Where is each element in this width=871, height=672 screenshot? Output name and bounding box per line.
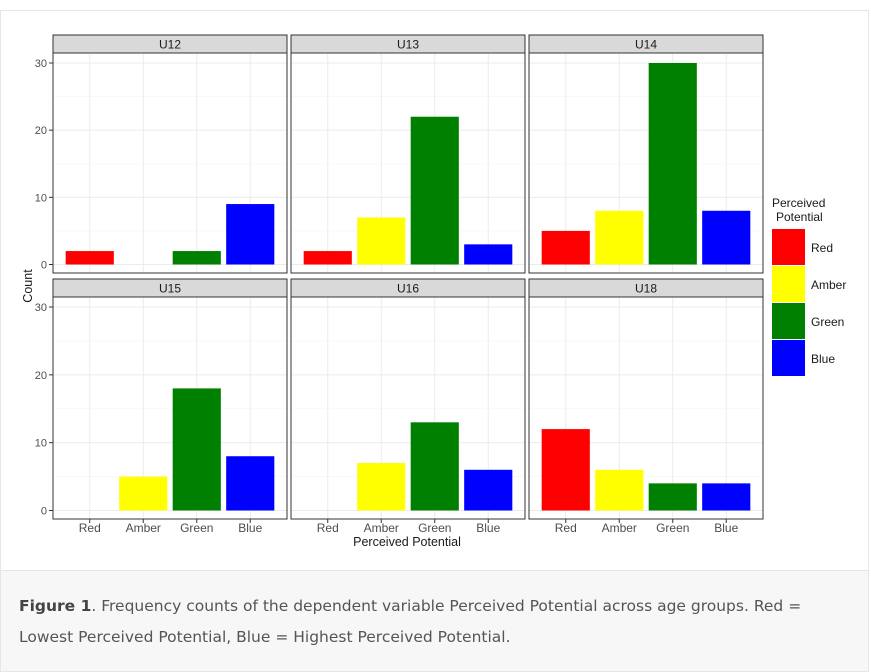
x-tick-label: Blue <box>476 521 500 535</box>
x-tick-label: Green <box>180 521 213 535</box>
legend-label-blue: Blue <box>811 352 835 366</box>
y-tick-label: 30 <box>35 302 47 314</box>
strip-U12 <box>52 34 288 54</box>
strip-label: U16 <box>397 282 419 296</box>
panel-U13 <box>290 52 526 274</box>
legend-label-green: Green <box>811 315 844 329</box>
strip-label: U12 <box>159 38 181 52</box>
bar-U15-green <box>172 388 221 511</box>
legend-swatch-green <box>772 303 805 339</box>
figure-caption: Figure 1. Frequency counts of the depend… <box>0 570 869 672</box>
caption-text: Figure 1. Frequency counts of the depend… <box>19 591 849 653</box>
y-tick-label: 10 <box>35 438 47 450</box>
strip-U15 <box>52 278 288 298</box>
y-tick-label: 20 <box>35 125 47 137</box>
bar-U13-green <box>410 116 459 265</box>
bar-U18-blue <box>702 483 751 511</box>
bar-U16-amber <box>357 463 406 511</box>
x-tick-label: Amber <box>602 521 637 535</box>
y-tick-label: 10 <box>35 192 47 204</box>
bar-U14-red <box>541 230 590 265</box>
x-tick-label: Green <box>418 521 451 535</box>
strip-U18 <box>528 278 764 298</box>
bar-U18-amber <box>595 469 644 511</box>
legend-swatch-amber <box>772 266 805 302</box>
faceted-bar-chart: U12 0 10 20 30 U13 U14 U15 0 10 20 30 Red Amber Green B… <box>21 34 846 549</box>
strip-label: U14 <box>635 38 657 52</box>
bar-U13-blue <box>464 244 513 265</box>
y-tick-label: 0 <box>41 506 47 518</box>
bar-U14-green <box>648 63 697 265</box>
y-axis-title: Count <box>21 269 35 303</box>
x-tick-label: Blue <box>714 521 738 535</box>
strip-U16 <box>290 278 526 298</box>
bar-U15-blue <box>226 456 275 511</box>
legend-swatch-red <box>772 229 805 265</box>
x-tick-label: Amber <box>364 521 399 535</box>
x-tick-label: Green <box>656 521 689 535</box>
bar-U14-amber <box>595 210 644 265</box>
caption-body: . Frequency counts of the dependent vari… <box>19 597 802 646</box>
bar-U16-green <box>410 422 459 511</box>
x-axis-title: Perceived Potential <box>353 535 461 549</box>
legend-label-red: Red <box>811 241 833 255</box>
bar-U14-blue <box>702 210 751 265</box>
legend-title: Potential <box>776 210 823 224</box>
x-tick-label: Amber <box>126 521 161 535</box>
strip-U13 <box>290 34 526 54</box>
bar-U12-red <box>65 251 114 265</box>
strip-label: U15 <box>159 282 181 296</box>
bar-U13-red <box>303 251 352 265</box>
x-tick-label: Red <box>79 521 101 535</box>
legend-label-amber: Amber <box>811 278 846 292</box>
caption-label: Figure 1 <box>19 597 92 615</box>
x-tick-label: Blue <box>238 521 262 535</box>
strip-label: U18 <box>635 282 657 296</box>
strip-U14 <box>528 34 764 54</box>
y-tick-label: 20 <box>35 370 47 382</box>
bar-U15-amber <box>119 476 168 511</box>
bar-U16-blue <box>464 469 513 511</box>
bar-U18-red <box>541 429 590 511</box>
figure-container: U12 0 10 20 30 U13 U14 U15 0 10 20 30 Red Amber Green B… <box>0 10 869 570</box>
x-tick-label: Red <box>555 521 577 535</box>
y-tick-label: 0 <box>41 260 47 272</box>
strip-label: U13 <box>397 38 419 52</box>
x-tick-label: Red <box>317 521 339 535</box>
bar-U12-blue <box>226 204 275 265</box>
legend-swatch-blue <box>772 340 805 376</box>
legend-title: Perceived <box>772 196 825 210</box>
y-tick-label: 30 <box>35 58 47 70</box>
bar-U12-green <box>172 251 221 265</box>
bar-U18-green <box>648 483 697 511</box>
bar-U13-amber <box>357 217 406 265</box>
